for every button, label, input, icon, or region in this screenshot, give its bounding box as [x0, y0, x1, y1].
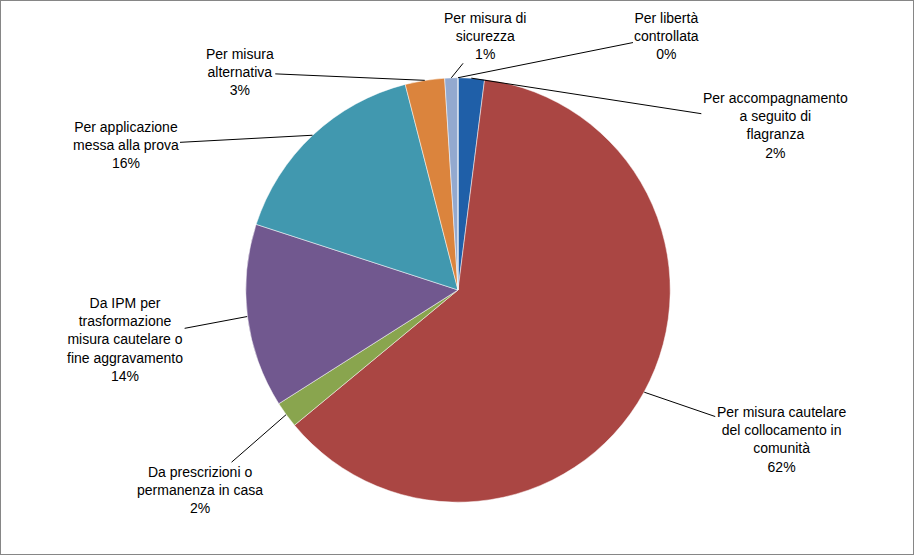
svg-text:Da IPM pertrasformazionemisura: Da IPM pertrasformazionemisura cautelare… [67, 295, 183, 384]
svg-text:Per misuraalternativa3%: Per misuraalternativa3% [206, 46, 274, 98]
svg-text:Da prescrizioni opermanenza in: Da prescrizioni opermanenza in casa2% [137, 464, 263, 516]
svg-text:Per misura cautelaredel colloc: Per misura cautelaredel collocamento inc… [717, 404, 846, 475]
svg-text:Per misura disicurezza1%: Per misura disicurezza1% [444, 10, 526, 62]
svg-text:Per libertàcontrollata0%: Per libertàcontrollata0% [634, 10, 699, 62]
svg-text:Per accompagnamentoa seguito d: Per accompagnamentoa seguito diflagranza… [703, 90, 848, 161]
svg-text:Per applicazionemessa alla pro: Per applicazionemessa alla prova16% [73, 119, 179, 171]
